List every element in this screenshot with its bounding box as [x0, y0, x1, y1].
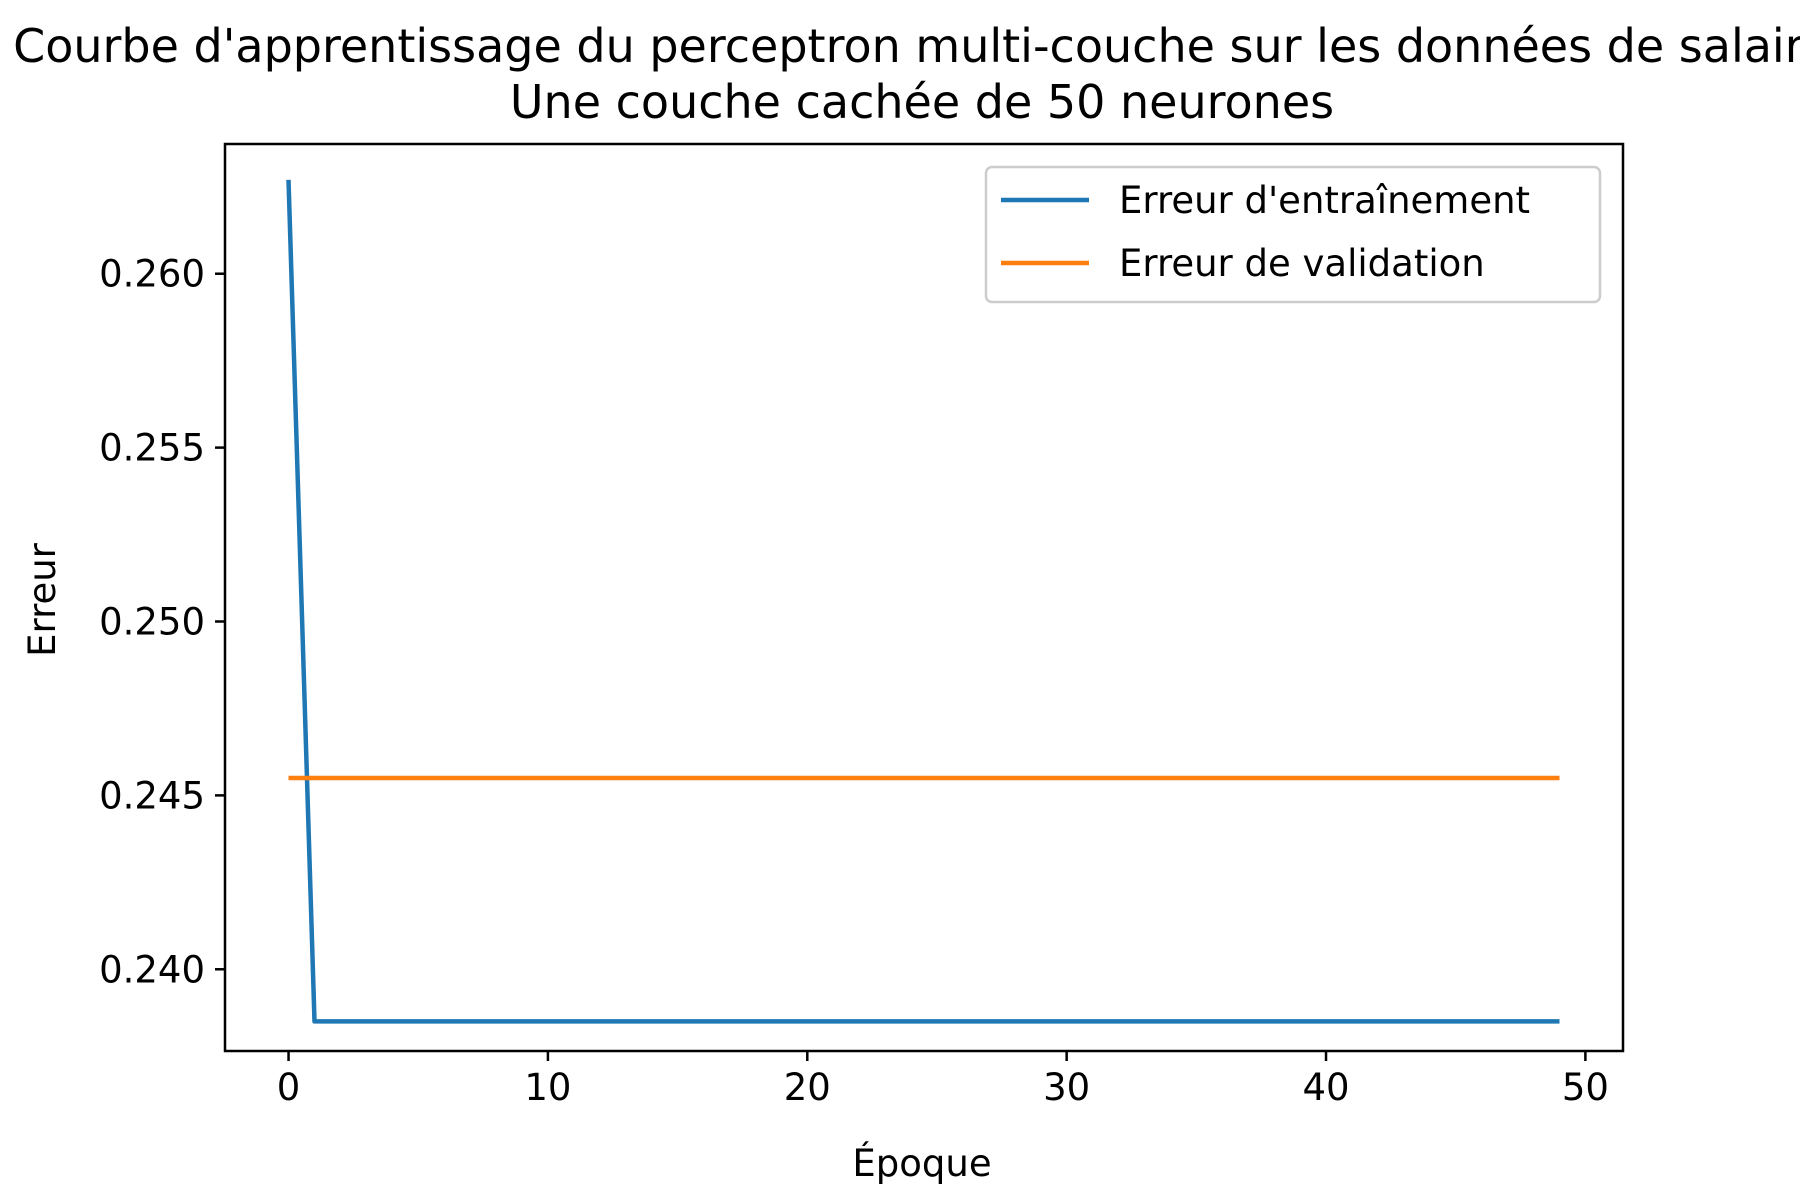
x-tick-label: 30 — [1043, 1066, 1090, 1109]
x-tick-label: 50 — [1562, 1066, 1609, 1109]
chart-title: Courbe d'apprentissage du perceptron mul… — [13, 19, 1800, 73]
series-line-0 — [286, 179, 1560, 1024]
chart-subtitle: Une couche cachée de 50 neurones — [510, 75, 1334, 129]
x-tick-label: 0 — [277, 1066, 301, 1109]
legend-label-training: Erreur d'entraînement — [1119, 179, 1530, 222]
legend: Erreur d'entraînement Erreur de validati… — [984, 165, 1602, 304]
y-tick-label: 0.240 — [99, 948, 205, 991]
y-axis-label: Erreur — [21, 542, 64, 657]
x-tick-label: 10 — [524, 1066, 571, 1109]
plot-frame — [223, 142, 1625, 1053]
x-axis-label: Époque — [852, 1141, 991, 1185]
x-tick-label: 20 — [784, 1066, 831, 1109]
x-tick-label: 40 — [1302, 1066, 1349, 1109]
y-axis-ticks: 0.240 0.245 0.250 0.255 0.260 — [99, 253, 225, 991]
y-tick-label: 0.260 — [99, 253, 205, 296]
y-tick-label: 0.255 — [99, 427, 205, 470]
y-tick-label: 0.245 — [99, 774, 205, 817]
y-tick-label: 0.250 — [99, 600, 205, 643]
legend-box — [984, 165, 1602, 304]
series-layer — [286, 179, 1560, 1024]
plot-area: 0 10 20 30 40 50 0.240 0.245 0.250 0.255 0.260 — [99, 142, 1625, 1109]
legend-label-validation: Erreur de validation — [1119, 242, 1485, 285]
x-axis-ticks: 0 10 20 30 40 50 — [277, 1051, 1609, 1109]
